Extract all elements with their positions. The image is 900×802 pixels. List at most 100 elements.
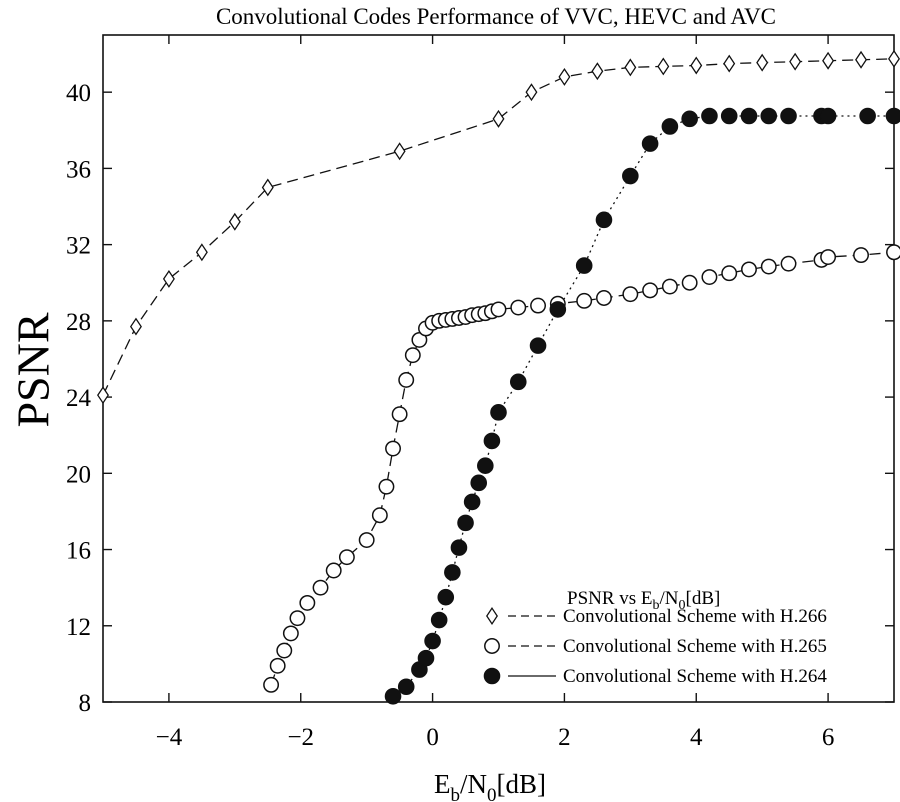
- data-point-h265: [622, 286, 639, 303]
- data-point-h264: [397, 678, 415, 696]
- data-point-h266: [558, 67, 571, 86]
- data-point-h264: [477, 457, 494, 474]
- data-point-h265: [701, 269, 718, 285]
- data-point-h264: [437, 588, 455, 606]
- chart-title: Convolutional Codes Performance of VVC, …: [216, 4, 776, 29]
- data-point-h265: [596, 290, 612, 306]
- data-point-h265: [490, 301, 507, 318]
- data-point-h264: [720, 107, 738, 125]
- data-point-h265: [371, 507, 388, 524]
- data-point-h265: [642, 282, 659, 299]
- series-markers: [97, 49, 900, 705]
- data-point-h264: [463, 493, 481, 511]
- data-point-h265: [263, 676, 280, 693]
- data-point-h265: [741, 261, 757, 278]
- legend-label-h265: Convolutional Scheme with H.265: [563, 636, 827, 657]
- data-point-h264: [681, 110, 698, 128]
- data-point-h265: [391, 406, 408, 423]
- data-point-h264: [384, 687, 402, 705]
- data-point-h265: [358, 532, 375, 548]
- data-point-h266: [129, 317, 142, 336]
- x-tick-label: 4: [690, 724, 703, 751]
- data-point-h266: [756, 53, 769, 72]
- y-tick-label: 28: [66, 309, 91, 336]
- data-point-h266: [393, 142, 406, 161]
- y-tick-label: 40: [66, 80, 91, 107]
- data-point-h265: [760, 258, 777, 275]
- data-point-h264: [885, 107, 900, 125]
- data-point-h266: [657, 57, 670, 76]
- data-point-h266: [624, 58, 637, 77]
- data-point-h265: [886, 244, 900, 261]
- legend-marker-h265: [484, 638, 500, 654]
- data-point-h265: [269, 657, 286, 674]
- y-tick-label: 8: [79, 690, 92, 717]
- data-point-h265: [576, 292, 593, 309]
- plot-frame: [102, 34, 895, 703]
- data-point-h264: [490, 404, 507, 421]
- data-point-h264: [483, 432, 501, 450]
- series-line-h266: [102, 58, 895, 396]
- data-point-h265: [530, 297, 546, 314]
- y-tick-label: 20: [66, 461, 91, 488]
- data-point-h266: [822, 51, 835, 70]
- data-point-h264: [509, 373, 527, 391]
- data-point-h264: [819, 107, 837, 125]
- legend: PSNR vs Eb/N0[dB] Convolutional Scheme w…: [483, 588, 827, 687]
- data-point-h266: [97, 386, 109, 405]
- data-point-h266: [261, 178, 274, 197]
- data-point-h265: [385, 440, 401, 457]
- data-point-h266: [228, 212, 241, 231]
- y-tick-label: 36: [66, 156, 91, 183]
- data-point-h266: [492, 109, 505, 128]
- x-tick-label: 0: [426, 724, 439, 751]
- data-point-h264: [450, 539, 468, 556]
- data-point-h264: [430, 611, 448, 629]
- data-point-h265: [721, 265, 738, 282]
- data-point-h264: [780, 107, 797, 125]
- legend-marker-h266: [486, 607, 498, 625]
- y-axis-label: PSNR: [8, 312, 59, 427]
- data-point-h264: [470, 474, 488, 492]
- data-point-h266: [525, 83, 538, 102]
- data-point-h265: [325, 562, 342, 579]
- data-point-h265: [398, 371, 415, 388]
- data-point-h264: [457, 514, 474, 532]
- data-point-h265: [661, 278, 678, 295]
- data-point-h266: [723, 54, 736, 73]
- data-point-h264: [595, 211, 613, 229]
- data-point-h265: [312, 579, 329, 596]
- data-point-h264: [760, 107, 778, 125]
- y-tick-label: 24: [66, 385, 92, 412]
- data-point-h264: [417, 649, 435, 667]
- legend-label-h264: Convolutional Scheme with H.264: [563, 666, 827, 687]
- x-axis-label: Eb/N0[dB]: [434, 769, 546, 802]
- data-point-h264: [444, 564, 461, 581]
- x-tick-label: −4: [156, 724, 183, 751]
- data-point-h264: [859, 107, 876, 125]
- data-point-h264: [529, 337, 547, 354]
- data-point-h266: [789, 52, 802, 71]
- data-point-h266: [888, 49, 900, 68]
- data-point-h265: [289, 610, 306, 627]
- data-point-h264: [622, 167, 639, 185]
- data-point-h264: [424, 632, 441, 650]
- x-tick-label: 6: [822, 724, 835, 751]
- data-point-h265: [282, 625, 299, 642]
- x-tick-label: −2: [287, 724, 314, 751]
- data-point-h264: [641, 135, 659, 152]
- data-point-h266: [690, 56, 703, 75]
- data-point-h266: [591, 62, 604, 81]
- data-point-h265: [276, 642, 293, 659]
- data-point-h265: [338, 549, 355, 566]
- legend-title: PSNR vs Eb/N0[dB]: [567, 588, 720, 613]
- data-point-h265: [510, 299, 527, 316]
- y-tick-label: 12: [66, 614, 91, 641]
- data-point-h264: [661, 118, 679, 135]
- data-point-h265: [299, 594, 316, 611]
- y-tick-label: 16: [66, 538, 91, 565]
- data-point-h264: [549, 301, 567, 318]
- data-point-h266: [162, 269, 175, 288]
